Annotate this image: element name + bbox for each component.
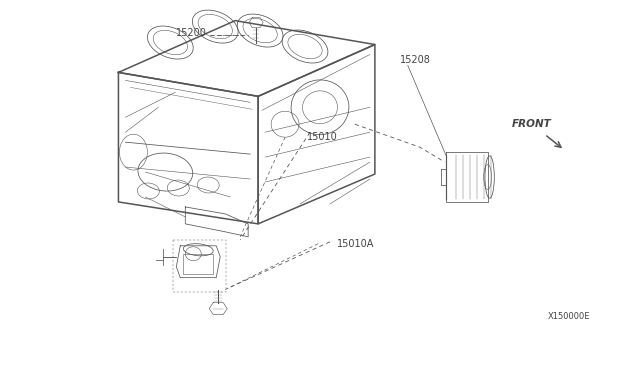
Text: 15208: 15208 [400,55,431,65]
Text: 15200: 15200 [176,28,207,38]
Text: FRONT: FRONT [511,119,551,129]
Text: X150000E: X150000E [547,312,590,321]
Text: 15010: 15010 [307,132,338,142]
Text: 15010A: 15010A [337,239,374,249]
